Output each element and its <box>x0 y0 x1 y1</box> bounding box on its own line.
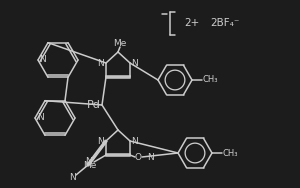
Text: N: N <box>37 114 44 123</box>
Text: N: N <box>147 152 153 161</box>
Text: N: N <box>98 136 104 146</box>
Text: 2+: 2+ <box>184 18 200 28</box>
Text: N: N <box>40 55 46 64</box>
Text: N: N <box>85 158 92 167</box>
Text: Me: Me <box>83 161 97 170</box>
Text: CH₃: CH₃ <box>202 76 218 84</box>
Text: N: N <box>132 58 138 67</box>
Text: CH₃: CH₃ <box>222 149 238 158</box>
Text: N: N <box>132 136 138 146</box>
Text: 2BF₄⁻: 2BF₄⁻ <box>210 18 240 28</box>
Text: O: O <box>134 152 142 161</box>
Text: N: N <box>69 173 75 181</box>
Text: Me: Me <box>113 39 127 48</box>
Text: Pd: Pd <box>87 100 101 110</box>
Text: N: N <box>98 58 104 67</box>
